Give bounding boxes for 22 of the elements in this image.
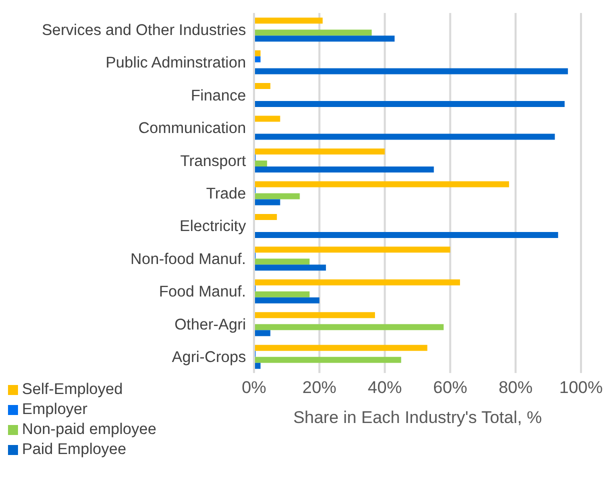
y-tick-label: Trade — [206, 186, 246, 203]
y-tick-label: Agri-Crops — [172, 349, 246, 366]
x-tick-label: 40% — [368, 378, 402, 398]
y-tick-label: Public Adminstration — [106, 54, 246, 72]
y-tick-label: Communication — [138, 120, 246, 138]
y-tick-label: Non-food Manuf. — [130, 250, 246, 268]
y-tick-label: Finance — [190, 87, 246, 104]
x-tick-label: 80% — [498, 378, 533, 398]
legend-label: Non-paid employee — [22, 421, 156, 438]
legend-label: Paid Employee — [22, 441, 126, 458]
y-tick-label: Food Manuf. — [158, 284, 246, 301]
y-tick-label: Services and Other Industries — [42, 22, 246, 39]
x-axis-title: Share in Each Industry's Total, % — [293, 408, 542, 428]
legend-label: Employer — [22, 401, 88, 418]
x-tick-label: 20% — [302, 378, 336, 398]
x-tick-label: 60% — [433, 378, 468, 398]
x-tick-label: 100% — [559, 378, 603, 398]
y-tick-label: Other-Agri — [174, 316, 246, 334]
x-tick-label: 0% — [242, 378, 266, 398]
legend-label: Self-Employed — [22, 381, 123, 398]
y-tick-label: Transport — [180, 152, 247, 170]
y-tick-label: Electricity — [180, 218, 246, 236]
